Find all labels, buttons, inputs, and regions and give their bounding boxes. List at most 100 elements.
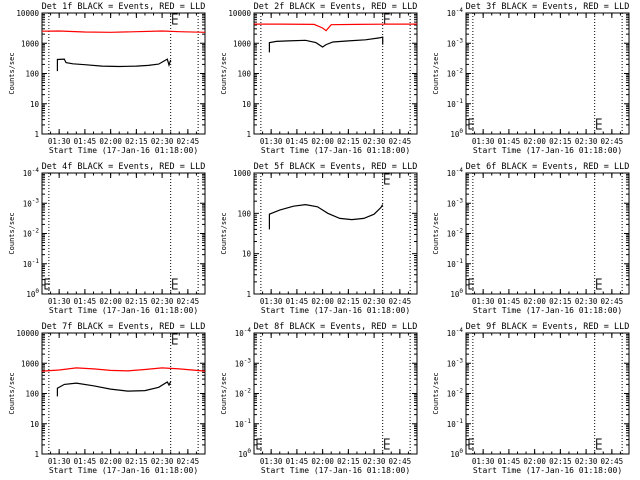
- y-tick-label: 10-2: [447, 388, 464, 399]
- x-tick-label: 02:15: [125, 137, 148, 146]
- chart-panel: Det 6f BLACK = Events, RED = LLD 100 10-1 1…: [432, 162, 630, 315]
- y-tick-label: 1000: [233, 169, 252, 178]
- lld-series-line: [41, 30, 206, 33]
- plot-frame: [465, 332, 630, 455]
- plot-frame: [253, 12, 418, 135]
- range-marker: [172, 278, 178, 290]
- y-axis-label: Counts/sec: [220, 52, 228, 94]
- range-marker: [172, 333, 178, 345]
- x-axis-label: Start Time (17-Jan-16 01:18:00): [473, 306, 622, 315]
- range-marker: [256, 438, 262, 450]
- y-tick-label: 10000: [16, 9, 39, 18]
- y-tick-label: 10-1: [23, 258, 40, 269]
- y-tick-label: 10-3: [447, 37, 464, 48]
- y-axis-label: Counts/sec: [220, 372, 228, 414]
- x-tick-label: 02:15: [337, 297, 360, 306]
- y-tick-label: 1000: [233, 39, 252, 48]
- chart-title: Det 3f BLACK = Events, RED = LLD: [466, 2, 630, 12]
- x-tick-label: 02:30: [151, 297, 174, 306]
- range-marker: [468, 118, 474, 130]
- plot-frame: [465, 172, 630, 295]
- x-axis-label: Start Time (17-Jan-16 01:18:00): [261, 306, 410, 315]
- chart-title: Det 8f BLACK = Events, RED = LLD: [254, 322, 418, 332]
- plot-frame: [253, 332, 418, 455]
- x-tick-label: 02:30: [363, 457, 386, 466]
- x-tick-label: 02:00: [523, 137, 546, 146]
- x-tick-label: 02:15: [337, 457, 360, 466]
- x-tick-label: 02:00: [311, 297, 334, 306]
- x-tick-label: 01:30: [260, 457, 283, 466]
- y-tick-label: 1: [246, 290, 251, 299]
- chart-panel: Det 4f BLACK = Events, RED = LLD 100 10-1 1…: [8, 162, 206, 315]
- x-tick-label: 02:00: [99, 457, 122, 466]
- y-tick-label: 10-3: [447, 357, 464, 368]
- x-tick-label: 02:30: [575, 137, 598, 146]
- y-tick-label: 10-1: [447, 98, 464, 109]
- x-axis-label: Start Time (17-Jan-16 01:18:00): [49, 306, 198, 315]
- x-tick-label: 02:15: [549, 457, 572, 466]
- x-tick-label: 02:45: [601, 137, 624, 146]
- x-tick-label: 02:00: [99, 137, 122, 146]
- events-series-line: [56, 381, 172, 397]
- y-tick-label: 100: [25, 390, 39, 399]
- y-tick-label: 100: [237, 70, 251, 79]
- y-tick-label: 10-1: [447, 258, 464, 269]
- x-axis-label: Start Time (17-Jan-16 01:18:00): [49, 146, 198, 155]
- events-series-line: [56, 58, 172, 72]
- chart-title: Det 4f BLACK = Events, RED = LLD: [42, 162, 206, 172]
- x-tick-label: 02:00: [523, 457, 546, 466]
- x-tick-label: 02:45: [177, 137, 200, 146]
- x-tick-label: 02:45: [389, 457, 412, 466]
- y-tick-label: 1: [34, 450, 39, 459]
- x-tick-label: 01:45: [286, 137, 309, 146]
- lld-series-line: [41, 367, 206, 372]
- y-tick-label: 10-4: [447, 167, 464, 178]
- chart-panel: Det 3f BLACK = Events, RED = LLD 100 10-1 1…: [432, 2, 630, 155]
- x-tick-label: 02:30: [151, 137, 174, 146]
- y-tick-label: 10-3: [447, 197, 464, 208]
- x-axis-label: Start Time (17-Jan-16 01:18:00): [473, 146, 622, 155]
- x-tick-label: 02:45: [177, 457, 200, 466]
- chart-panel: Det 9f BLACK = Events, RED = LLD 100 10-1 1…: [432, 322, 630, 475]
- y-tick-label: 10-2: [447, 68, 464, 79]
- x-tick-label: 02:00: [99, 297, 122, 306]
- plot-frame: [41, 172, 206, 295]
- x-tick-label: 02:45: [601, 457, 624, 466]
- y-tick-label: 100: [450, 448, 463, 459]
- y-tick-label: 100: [450, 128, 463, 139]
- x-tick-label: 02:15: [549, 137, 572, 146]
- y-axis-label: Counts/sec: [8, 52, 16, 94]
- events-series-line: [268, 36, 384, 53]
- x-tick-label: 01:45: [74, 297, 97, 306]
- x-tick-label: 02:15: [125, 297, 148, 306]
- y-tick-label: 100: [26, 288, 39, 299]
- x-tick-label: 01:45: [74, 457, 97, 466]
- x-axis-label: Start Time (17-Jan-16 01:18:00): [261, 466, 410, 475]
- y-tick-label: 100: [238, 448, 251, 459]
- chart-panel: Det 2f BLACK = Events, RED = LLD 1 10 100 10…: [220, 2, 418, 155]
- x-tick-label: 01:30: [260, 297, 283, 306]
- y-axis-label: Counts/sec: [8, 372, 16, 414]
- range-marker: [468, 278, 474, 290]
- y-tick-label: 10-2: [235, 388, 252, 399]
- chart-title: Det 9f BLACK = Events, RED = LLD: [466, 322, 630, 332]
- y-tick-label: 10-4: [447, 327, 464, 338]
- y-tick-label: 10: [30, 100, 40, 109]
- y-tick-label: 10-1: [235, 418, 252, 429]
- y-tick-label: 1: [34, 130, 39, 139]
- x-tick-label: 02:30: [363, 297, 386, 306]
- y-tick-label: 10-3: [23, 197, 40, 208]
- y-axis-label: Counts/sec: [432, 52, 440, 94]
- range-marker: [384, 13, 390, 25]
- x-tick-label: 02:00: [311, 137, 334, 146]
- events-series-line: [268, 203, 384, 230]
- x-tick-label: 02:30: [363, 137, 386, 146]
- x-tick-label: 02:45: [177, 297, 200, 306]
- x-axis-label: Start Time (17-Jan-16 01:18:00): [473, 466, 622, 475]
- x-tick-label: 02:45: [389, 297, 412, 306]
- x-tick-label: 01:30: [48, 297, 71, 306]
- x-tick-label: 02:00: [311, 457, 334, 466]
- x-tick-label: 01:30: [48, 137, 71, 146]
- plot-frame: [41, 332, 206, 455]
- y-tick-label: 1: [246, 130, 251, 139]
